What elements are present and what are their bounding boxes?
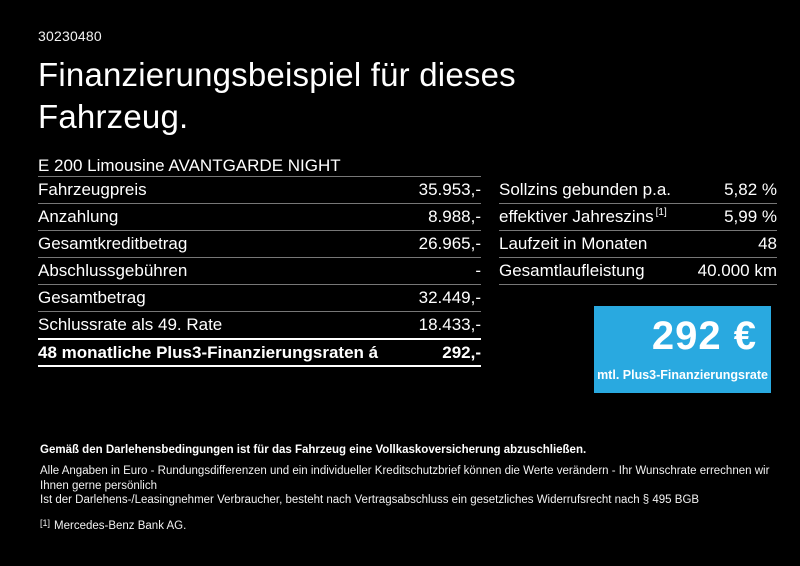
legal-footer: Gemäß den Darlehensbedingungen ist für d…: [40, 444, 782, 532]
row-value: 5,82 %: [724, 180, 777, 199]
legal-note: Alle Angaben in Euro - Rundungsdifferenz…: [40, 465, 770, 492]
row-label: 48 monatliche Plus3-Finanzierungsraten á: [38, 342, 379, 362]
row-value: 5,99 %: [724, 207, 777, 226]
footnote-marker: [1]: [40, 517, 51, 528]
row-label: Gesamtkreditbetrag: [38, 234, 188, 253]
row-label: Anzahlung: [38, 207, 119, 226]
row-value: 292,-: [442, 342, 481, 362]
row-value: 40.000 km: [697, 261, 777, 280]
monthly-rate-box: 292 € mtl. Plus3-Finanzierungsrate: [594, 306, 771, 393]
table-row: Laufzeit in Monaten 48: [499, 231, 777, 258]
row-label: Laufzeit in Monaten: [499, 234, 648, 253]
table-row: Gesamtkreditbetrag 26.965,-: [38, 231, 481, 258]
row-label: effektiver Jahreszins: [499, 207, 654, 226]
row-value: 48: [758, 234, 777, 253]
row-label: Abschlussgebühren: [38, 261, 188, 280]
row-value: 8.988,-: [428, 207, 481, 226]
legal-note: Ist der Darlehens-/Leasingnehmer Verbrau…: [40, 494, 700, 506]
table-row: Gesamtbetrag 32.449,-: [38, 285, 481, 312]
row-label: Fahrzeugpreis: [38, 180, 147, 199]
finance-table: E 200 Limousine AVANTGARDE NIGHT Fahrzeu…: [38, 155, 481, 393]
footnote-marker: [1]: [655, 207, 667, 219]
row-label: Sollzins gebunden p.a.: [499, 180, 672, 199]
page-title: Finanzierungsbeispiel für dieses Fahrzeu…: [38, 56, 516, 135]
conditions-column: Sollzins gebunden p.a. 5,82 % effektiver…: [499, 155, 777, 393]
monthly-rate-caption: mtl. Plus3-Finanzierungsrate: [597, 368, 768, 382]
table-row: Sollzins gebunden p.a. 5,82 %: [499, 177, 777, 204]
table-row: Schlussrate als 49. Rate 18.433,-: [38, 312, 481, 340]
monthly-rate-row: 48 monatliche Plus3-Finanzierungsraten á…: [38, 340, 481, 367]
tables-area: E 200 Limousine AVANTGARDE NIGHT Fahrzeu…: [38, 155, 777, 393]
row-label: Schlussrate als 49. Rate: [38, 315, 223, 334]
row-label: Gesamtbetrag: [38, 288, 146, 307]
table-row: Fahrzeugpreis 35.953,-: [38, 177, 481, 204]
bank-footnote: [1] Mercedes-Benz Bank AG.: [40, 518, 782, 532]
vehicle-name: E 200 Limousine AVANTGARDE NIGHT: [38, 155, 481, 177]
table-row: Abschlussgebühren -: [38, 258, 481, 285]
row-label: Gesamtlaufleistung: [499, 261, 645, 280]
monthly-rate-amount: 292 €: [651, 314, 757, 358]
table-row: effektiver Jahreszins [1] 5,99 %: [499, 204, 777, 231]
row-value: 18.433,-: [418, 315, 481, 334]
insurance-note: Gemäß den Darlehensbedingungen ist für d…: [40, 444, 587, 456]
row-value: -: [475, 261, 481, 280]
reference-number: 30230480: [38, 28, 102, 44]
table-row: Anzahlung 8.988,-: [38, 204, 481, 231]
footnote-text: Mercedes-Benz Bank AG.: [54, 519, 187, 532]
row-value: 26.965,-: [418, 234, 481, 253]
row-value: 32.449,-: [418, 288, 481, 307]
row-value: 35.953,-: [418, 180, 481, 199]
conditions-table: Sollzins gebunden p.a. 5,82 % effektiver…: [499, 177, 777, 285]
table-row: Gesamtlaufleistung 40.000 km: [499, 258, 777, 285]
